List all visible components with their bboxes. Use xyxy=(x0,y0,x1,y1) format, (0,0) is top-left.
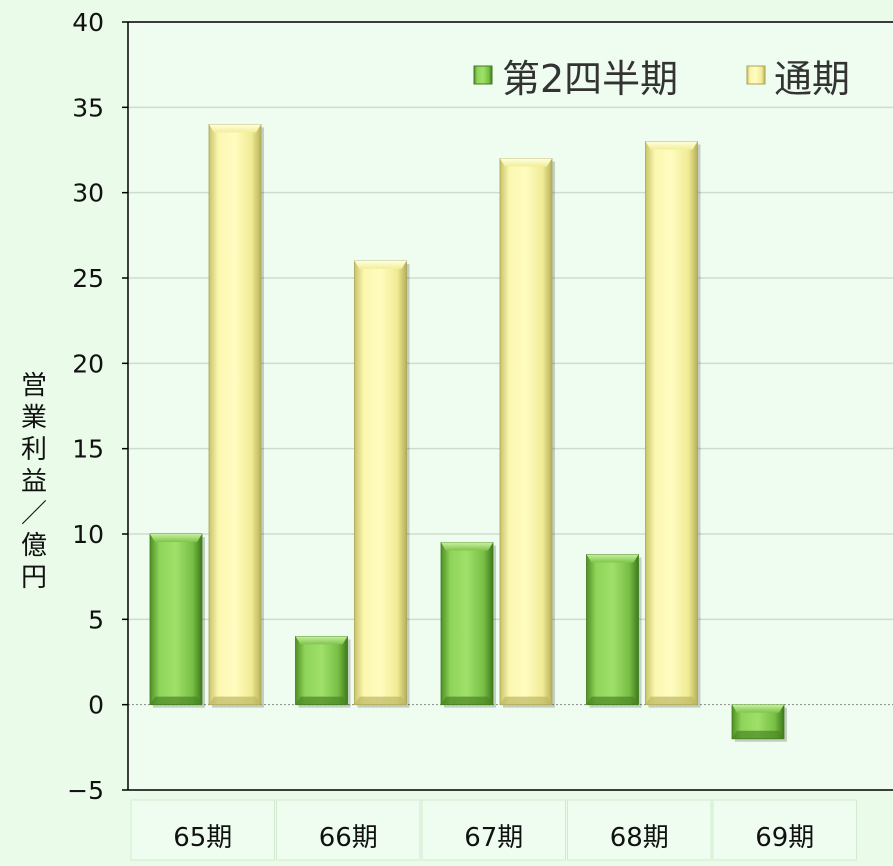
bar-body xyxy=(149,533,203,706)
bar-bevel-bottom xyxy=(150,696,202,705)
bar-body xyxy=(295,636,348,706)
x-tick-label: 65期 xyxy=(173,823,232,853)
y-axis-label-char: 業 xyxy=(20,403,47,433)
bar-bevel-top xyxy=(354,260,407,269)
x-category-cell xyxy=(567,799,712,861)
y-axis-label-char: 利 xyxy=(20,435,47,465)
legend-label: 第2四半期 xyxy=(502,57,678,101)
y-tick-label: 0 xyxy=(88,691,104,720)
y-axis-label-char: 億 xyxy=(20,531,47,561)
y-axis-label-char: 円 xyxy=(20,563,47,593)
y-tick-label: −5 xyxy=(67,776,104,805)
bar-bevel-bottom xyxy=(732,730,784,739)
y-tick-label: 5 xyxy=(88,605,104,634)
bar-body xyxy=(645,141,698,706)
bar-bevel-bottom xyxy=(441,696,493,705)
bar-bevel-top xyxy=(209,124,261,133)
x-category-cell xyxy=(130,799,275,861)
bar-bevel-top xyxy=(150,534,202,542)
bar-bevel-top xyxy=(586,554,639,563)
x-category-cell xyxy=(712,799,857,861)
x-category-cell xyxy=(421,799,566,861)
bar-full-year xyxy=(499,158,555,708)
bar-q2 xyxy=(149,533,205,708)
y-axis-label-char: 益 xyxy=(20,467,47,497)
y-axis-label-char: 営 xyxy=(20,371,47,401)
y-tick-label: 10 xyxy=(72,520,104,549)
bar-bevel-bottom xyxy=(295,696,348,705)
x-tick-label: 67期 xyxy=(464,823,523,853)
y-tick-label: 20 xyxy=(72,349,104,378)
x-tick-label: 69期 xyxy=(755,823,814,853)
bar-bevel-top xyxy=(732,704,784,713)
bar-bevel-top xyxy=(295,636,348,645)
bar-bevel-top xyxy=(645,141,698,150)
bar-body xyxy=(208,124,262,706)
bar-q2 xyxy=(440,542,496,708)
x-tick-label: 68期 xyxy=(610,823,669,853)
bar-q2 xyxy=(586,554,642,708)
bar-body xyxy=(354,260,407,706)
y-tick-label: 25 xyxy=(72,264,104,293)
x-tick-label: 66期 xyxy=(319,823,378,853)
bar-bevel-top xyxy=(441,542,493,551)
bar-bevel-bottom xyxy=(500,696,552,705)
bar-bevel-bottom xyxy=(586,696,639,705)
legend-label: 通期 xyxy=(774,57,850,101)
bar-q2 xyxy=(295,636,351,708)
bar-body xyxy=(499,158,553,706)
bar-q2 xyxy=(731,704,787,742)
bar-full-year xyxy=(208,124,264,708)
y-axis-label: 営業利益／億円 xyxy=(14,370,54,594)
bar-full-year xyxy=(354,260,410,708)
y-tick-label: 35 xyxy=(72,93,104,122)
legend-swatch xyxy=(473,65,493,85)
bar-body xyxy=(586,554,639,706)
bar-bevel-bottom xyxy=(645,696,698,705)
bar-full-year xyxy=(645,141,701,708)
bar-body xyxy=(440,542,494,706)
x-category-cell xyxy=(276,799,421,861)
bar-bevel-top xyxy=(500,158,552,167)
y-tick-label: 40 xyxy=(72,8,104,37)
legend-swatch xyxy=(746,65,766,85)
y-tick-label: 30 xyxy=(72,179,104,208)
y-tick-label: 15 xyxy=(72,435,104,464)
bar-bevel-bottom xyxy=(354,696,407,705)
bar-bevel-bottom xyxy=(209,696,261,705)
y-axis-label-char: ／ xyxy=(20,499,47,529)
